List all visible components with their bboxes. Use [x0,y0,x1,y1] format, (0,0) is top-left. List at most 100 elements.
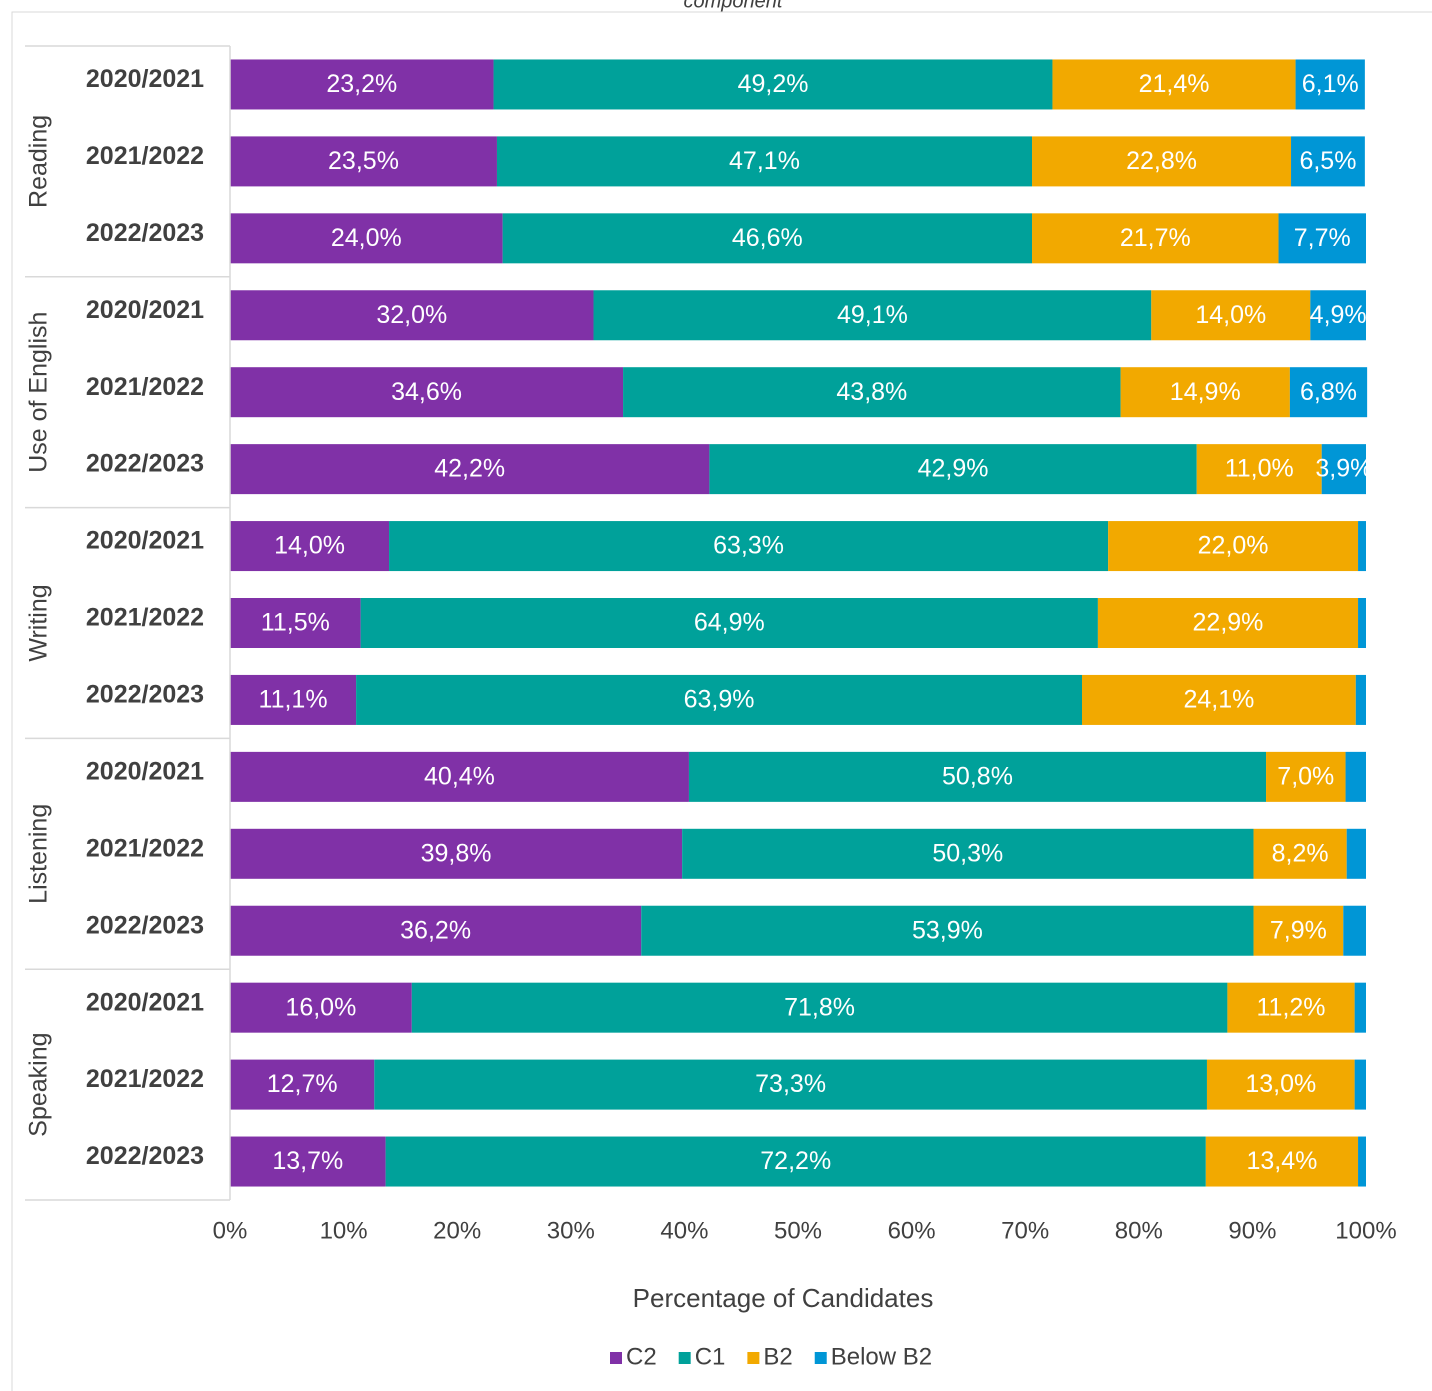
data-label: 8,2% [1272,839,1329,867]
legend-swatch [678,1352,691,1364]
bar-segment [1310,290,1366,341]
legend-label: B2 [763,1343,792,1370]
data-label: 46,6% [732,224,803,252]
bar-segment [230,598,361,648]
bar-segment [1278,213,1366,264]
bar-segment [1205,1136,1359,1187]
x-tick-label: 10% [320,1217,368,1244]
data-label: 23,5% [328,147,399,175]
y-tick-label: 2020/2021 [86,296,204,324]
bar-segment [230,982,412,1033]
data-label: 22,9% [1193,609,1264,637]
group-label: Listening [25,804,53,904]
y-tick-label: 2021/2022 [86,373,204,401]
data-label: 13,7% [272,1147,343,1175]
data-label: 13,0% [1245,1070,1316,1098]
data-label: 22,0% [1198,532,1269,560]
data-label: 3,9% [1315,455,1372,483]
data-label: 6,5% [1299,147,1356,175]
bar-segment [230,1059,375,1110]
group-label: Reading [25,115,53,208]
bar-segment [1052,59,1296,110]
bar-segment [230,521,390,572]
x-tick-label: 80% [1115,1217,1163,1244]
bar-segment [230,136,497,187]
data-label: 12,7% [267,1070,338,1098]
bar-segment [502,213,1033,264]
x-tick-label: 100% [1335,1217,1396,1244]
y-tick-label: 2022/2023 [86,1142,204,1170]
bar-segment [1108,521,1359,572]
y-tick-label: 2021/2022 [86,1065,204,1093]
group-label: Speaking [25,1032,53,1136]
x-tick-label: 70% [1001,1217,1049,1244]
bar-segment [230,367,624,418]
bar-segment [230,828,683,879]
data-label: 34,6% [391,378,462,406]
bar-segment [1151,290,1311,341]
bar-segment [385,1136,1206,1187]
legend-label: Below B2 [831,1343,932,1370]
data-label: 40,4% [424,762,495,790]
x-tick-label: 60% [888,1217,936,1244]
data-label: 42,2% [434,455,505,483]
data-label: 21,7% [1120,224,1191,252]
data-label: 11,2% [1257,993,1326,1021]
bar-segment [688,751,1267,802]
data-label: 43,8% [836,378,907,406]
data-label: 63,3% [713,532,784,560]
bar-segment [493,59,1053,110]
bar-segment [1266,751,1346,802]
data-label: 50,8% [942,762,1013,790]
group-label: Writing [25,584,53,661]
data-label: 11,5% [261,609,330,637]
data-label: 47,1% [729,147,800,175]
bar-segment [1354,982,1366,1033]
data-label: 14,0% [1195,301,1266,329]
bar-segment [709,444,1197,495]
data-label: 7,7% [1294,224,1351,252]
data-label: 42,9% [918,455,989,483]
data-label: 53,9% [912,916,983,944]
bar-segment [360,598,1098,648]
bar-segment [641,905,1254,956]
bar-segment [1082,674,1356,725]
data-label: 39,8% [421,839,492,867]
x-tick-label: 30% [547,1217,595,1244]
chart-title: component [684,0,784,12]
bar-segment [230,1136,386,1187]
bar-segment [1358,598,1366,648]
bar-segment [389,521,1109,572]
y-tick-label: 2021/2022 [86,834,204,862]
data-label: 71,8% [784,993,855,1021]
y-tick-label: 2022/2023 [86,681,204,709]
data-label: 24,1% [1183,686,1254,714]
data-label: 16,0% [285,993,356,1021]
data-label: 22,8% [1126,147,1197,175]
bar-segment [1196,444,1322,495]
data-label: 64,9% [694,609,765,637]
bar-segment [230,213,503,264]
chart-border [11,11,1432,1391]
bar-segment [1321,444,1366,495]
bar-segment [1032,213,1279,264]
legend-swatch [610,1352,622,1364]
data-label: 14,0% [274,532,345,560]
y-tick-label: 2020/2021 [86,65,204,93]
bar-segment [1253,905,1344,956]
bar-segment [1206,1059,1355,1110]
bar-segment [1120,367,1290,418]
bar-segment [374,1059,1207,1110]
legend-label: C2 [626,1343,657,1370]
data-label: 4,9% [1310,301,1367,329]
y-tick-label: 2021/2022 [86,604,204,632]
bar-segment [682,828,1254,879]
legend-swatch [747,1352,760,1364]
bar-segment [230,290,594,341]
bar-segment [1253,828,1347,879]
data-label: 14,9% [1170,378,1241,406]
y-tick-label: 2020/2021 [86,527,204,555]
y-tick-label: 2020/2021 [86,757,204,785]
bar-segment [623,367,1121,418]
